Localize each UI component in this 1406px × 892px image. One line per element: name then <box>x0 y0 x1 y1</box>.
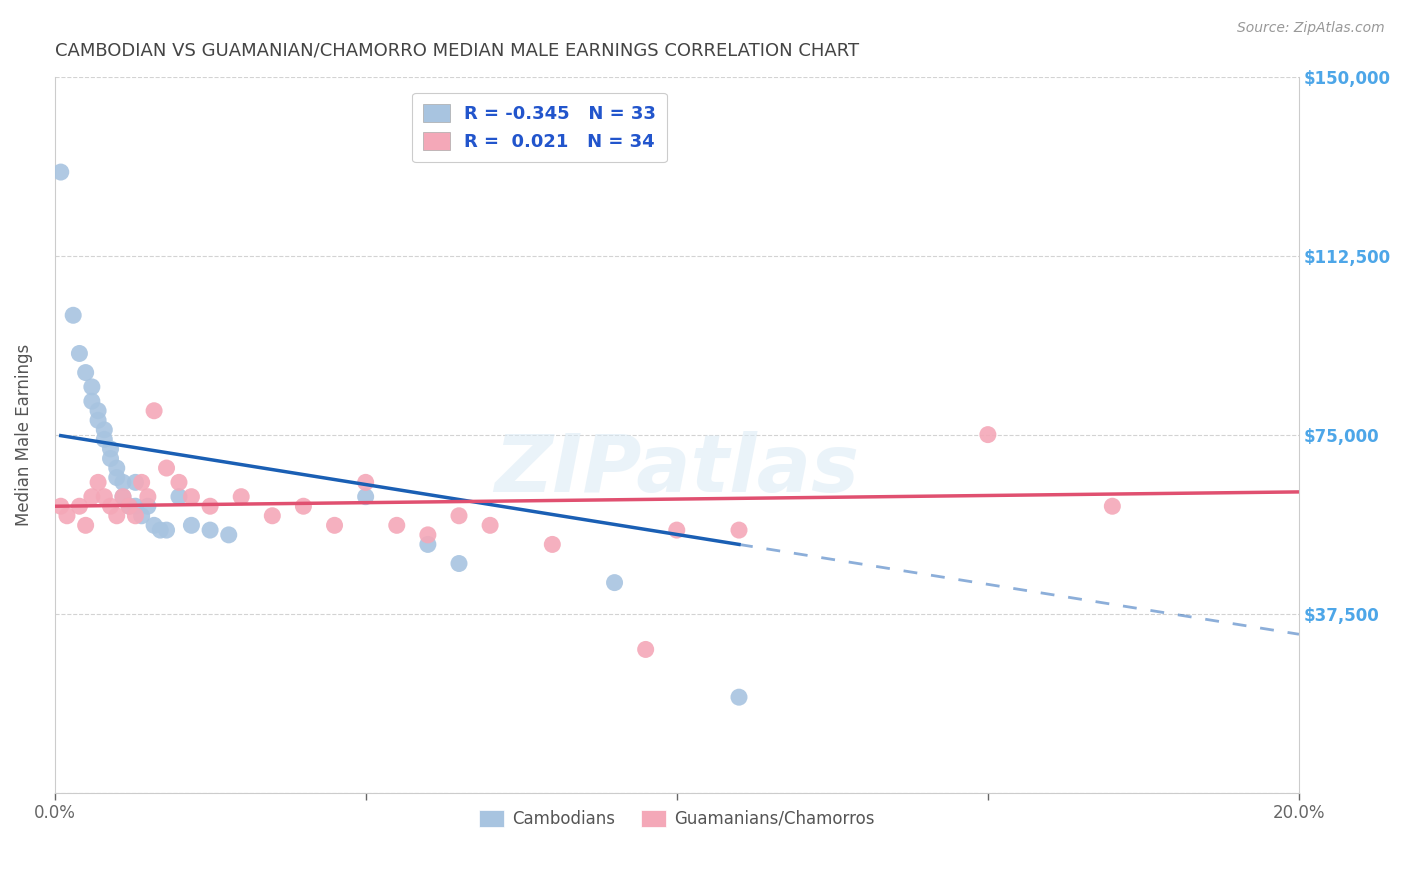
Point <box>541 537 564 551</box>
Point <box>87 475 110 490</box>
Point <box>603 575 626 590</box>
Point <box>447 508 470 523</box>
Point <box>262 508 284 523</box>
Point <box>354 475 377 490</box>
Point <box>118 500 141 514</box>
Point <box>105 461 128 475</box>
Point <box>67 500 90 514</box>
Point <box>49 500 72 514</box>
Point <box>167 475 190 490</box>
Point <box>198 500 221 514</box>
Point <box>149 523 172 537</box>
Point <box>977 427 1000 442</box>
Point <box>93 490 115 504</box>
Point <box>87 403 110 417</box>
Point <box>354 490 377 504</box>
Point <box>136 490 159 504</box>
Point <box>728 523 751 537</box>
Legend: Cambodians, Guamanians/Chamorros: Cambodians, Guamanians/Chamorros <box>472 803 882 834</box>
Point <box>143 403 166 417</box>
Point <box>62 308 84 322</box>
Point <box>218 528 240 542</box>
Y-axis label: Median Male Earnings: Median Male Earnings <box>15 343 32 525</box>
Point <box>111 490 134 504</box>
Point <box>323 518 346 533</box>
Point <box>75 366 97 380</box>
Point <box>180 490 202 504</box>
Point <box>49 165 72 179</box>
Point <box>136 500 159 514</box>
Point <box>56 508 79 523</box>
Point <box>1101 500 1123 514</box>
Point <box>634 642 657 657</box>
Point <box>167 490 190 504</box>
Point <box>231 490 253 504</box>
Text: CAMBODIAN VS GUAMANIAN/CHAMORRO MEDIAN MALE EARNINGS CORRELATION CHART: CAMBODIAN VS GUAMANIAN/CHAMORRO MEDIAN M… <box>55 42 859 60</box>
Point <box>180 518 202 533</box>
Point <box>118 500 141 514</box>
Point <box>93 423 115 437</box>
Point <box>105 470 128 484</box>
Point <box>100 442 122 456</box>
Point <box>131 508 153 523</box>
Point <box>124 475 146 490</box>
Point <box>665 523 688 537</box>
Point <box>479 518 502 533</box>
Point <box>385 518 408 533</box>
Text: ZIPatlas: ZIPatlas <box>495 432 859 509</box>
Point <box>155 461 177 475</box>
Point <box>124 500 146 514</box>
Point <box>131 475 153 490</box>
Point <box>67 346 90 360</box>
Point <box>292 500 315 514</box>
Point <box>87 413 110 427</box>
Point <box>111 490 134 504</box>
Point <box>416 528 439 542</box>
Point <box>93 433 115 447</box>
Point <box>80 394 103 409</box>
Point <box>447 557 470 571</box>
Point <box>198 523 221 537</box>
Point <box>80 380 103 394</box>
Point <box>80 490 103 504</box>
Text: Source: ZipAtlas.com: Source: ZipAtlas.com <box>1237 21 1385 35</box>
Point <box>124 508 146 523</box>
Point <box>728 690 751 705</box>
Point <box>100 500 122 514</box>
Point <box>75 518 97 533</box>
Point <box>111 475 134 490</box>
Point <box>105 508 128 523</box>
Point <box>100 451 122 466</box>
Point <box>143 518 166 533</box>
Point <box>155 523 177 537</box>
Point <box>416 537 439 551</box>
